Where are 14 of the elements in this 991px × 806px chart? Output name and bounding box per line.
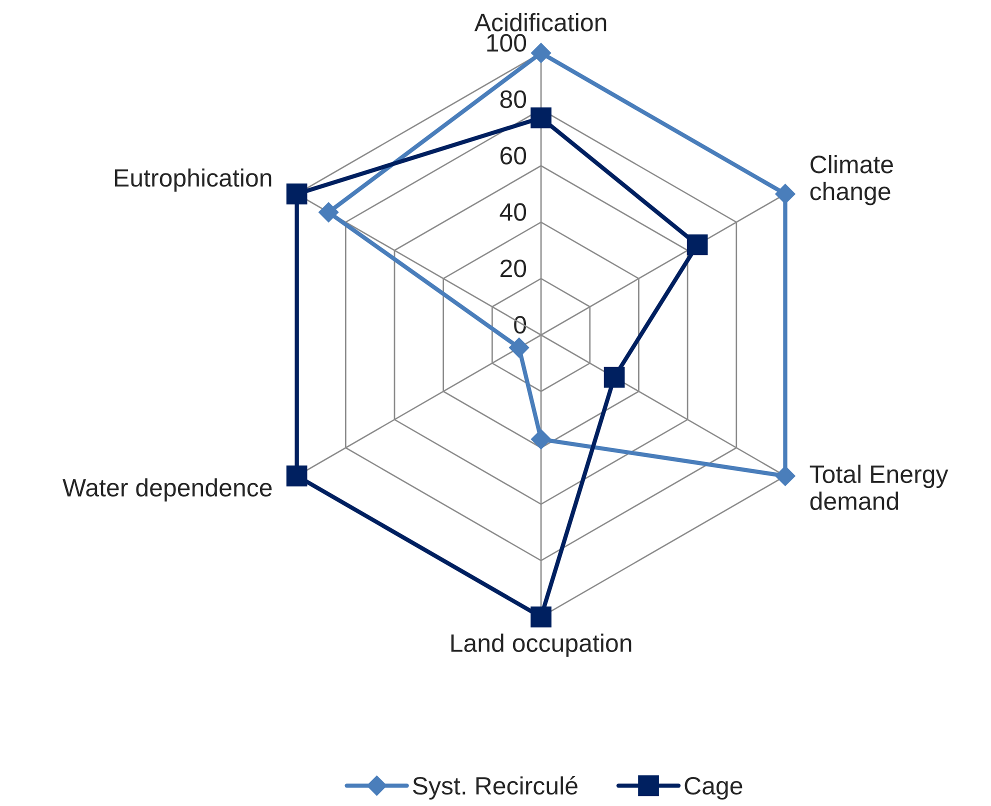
legend-label: Cage — [684, 776, 742, 800]
y-tick-label: 60 — [500, 146, 526, 164]
spoke-label: Eutrophication — [115, 168, 272, 192]
y-tick-label: 100 — [487, 34, 526, 52]
spoke-label: Land occupation — [451, 634, 632, 657]
y-tick-label: 80 — [500, 90, 526, 108]
spoke-label: Climate change — [810, 154, 893, 206]
spoke-label: Acidification — [474, 13, 606, 32]
spoke-label: Total Energy demand — [810, 464, 948, 510]
y-tick-label: 0 — [514, 316, 526, 334]
y-tick-label: 20 — [500, 260, 526, 278]
spoke-label: Water dependence — [62, 478, 272, 502]
legend-label: Syst. Recirculé — [412, 776, 578, 800]
y-tick-label: 40 — [500, 203, 526, 221]
